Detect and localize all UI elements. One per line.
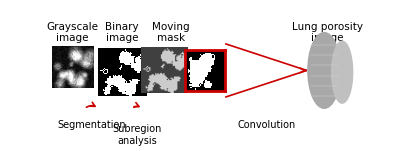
Text: Convolution: Convolution	[238, 120, 296, 130]
Text: Binary
image: Binary image	[106, 22, 139, 43]
Text: Lung porosity
image: Lung porosity image	[292, 22, 363, 43]
Text: Segmentation: Segmentation	[57, 120, 126, 130]
Text: Moving
mask: Moving mask	[152, 22, 190, 43]
Text: Subregion
analysis: Subregion analysis	[113, 124, 162, 146]
Text: Grayscale
image: Grayscale image	[47, 22, 99, 43]
